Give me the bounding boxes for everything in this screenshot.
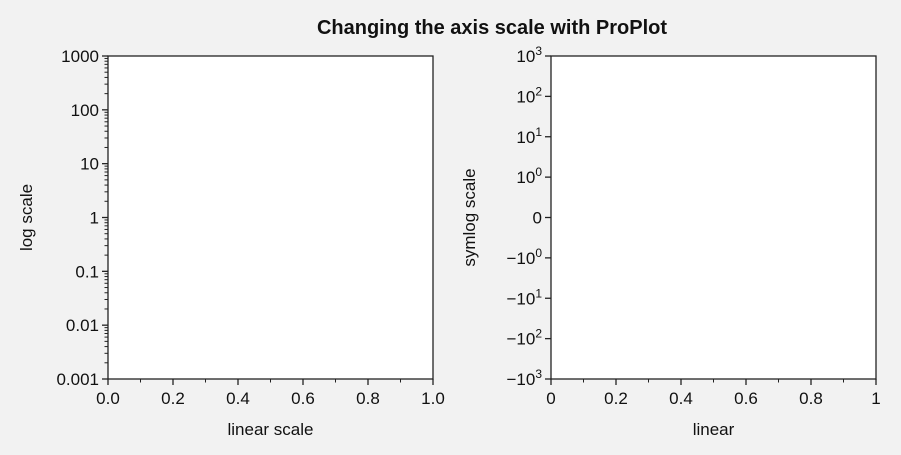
left-y-tick-label: 0.01 [66, 316, 99, 335]
right-x-tick-label: 0.4 [669, 389, 693, 408]
right-y-tick-label: −101 [506, 286, 542, 308]
right-y-tick-label: −100 [506, 246, 542, 268]
left-y-tick-label: 100 [71, 101, 99, 120]
left-axes-panel: 0.0 0.2 0.4 0.6 0.8 1.0 0.001 0.01 0.1 1 10 100 1000… [17, 47, 445, 439]
figure-title: Changing the axis scale with ProPlot [317, 17, 667, 39]
right-y-tick-label: 102 [516, 84, 542, 106]
right-axes-frame [550, 55, 877, 380]
left-axes-frame [107, 55, 434, 380]
left-x-axis-label: linear scale [228, 420, 314, 439]
left-x-tick-label: 1.0 [421, 389, 445, 408]
left-y-tick-label: 1000 [61, 47, 99, 66]
right-x-tick-label: 0.8 [799, 389, 823, 408]
right-x-tick-label: 1 [871, 389, 880, 408]
left-y-axis-label: log scale [17, 184, 36, 251]
left-x-tick-label: 0.2 [161, 389, 185, 408]
right-x-axis-label: linear [693, 420, 735, 439]
right-y-tick-label: 103 [516, 44, 542, 66]
right-axes-panel: 0 0.2 0.4 0.6 0.8 1 −103 −102 −101 −100 0 100 101 102… [460, 44, 881, 439]
right-x-tick-label: 0.2 [604, 389, 628, 408]
right-y-tick-label: 101 [516, 125, 542, 147]
right-y-tick-label: 0 [533, 209, 542, 228]
left-y-tick-label: 0.001 [56, 370, 99, 389]
right-x-tick-label: 0 [546, 389, 555, 408]
right-y-tick-label: 100 [516, 165, 542, 187]
left-y-tick-label: 0.1 [75, 262, 99, 281]
left-x-tick-label: 0.6 [291, 389, 315, 408]
left-y-tick-label: 10 [80, 155, 99, 174]
right-y-tick-label: −102 [506, 327, 542, 349]
left-x-tick-label: 0.0 [96, 389, 120, 408]
left-x-tick-label: 0.8 [356, 389, 380, 408]
right-x-tick-label: 0.6 [734, 389, 758, 408]
left-x-tick-label: 0.4 [226, 389, 250, 408]
right-y-axis-label: symlog scale [460, 168, 479, 266]
left-y-tick-label: 1 [90, 209, 99, 228]
right-y-tick-label: −103 [506, 367, 542, 389]
